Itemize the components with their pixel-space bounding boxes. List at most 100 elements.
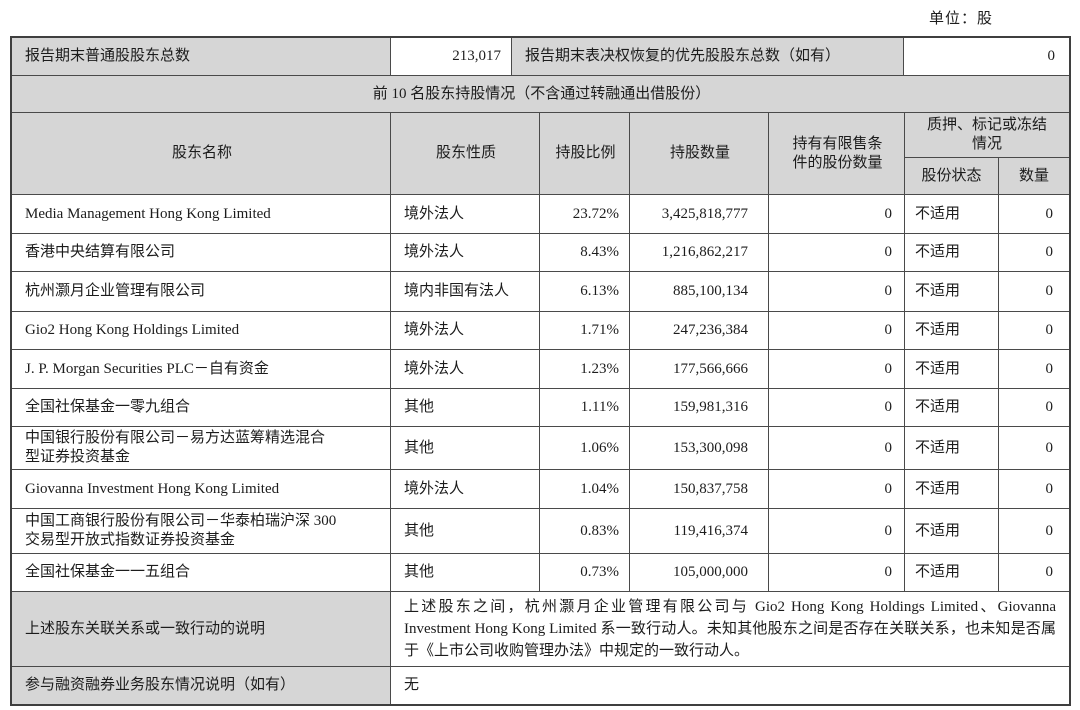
shareholder-name-cell: 中国银行股份有限公司－易方达蓝筹精选混合 型证券投资基金 [12, 427, 391, 469]
col-header-name: 股东名称 [12, 113, 391, 194]
col-header-pledge-qty: 数量 [1018, 167, 1049, 184]
shareholder-ratio-cell: 6.13% [540, 272, 630, 311]
pledge-subheader-row: 股份状态 数量 [905, 158, 1069, 194]
table-row: 杭州灏月企业管理有限公司 境内非国有法人 6.13% 885,100,134 0… [12, 272, 1069, 312]
shareholder-qty-cell: 0 [1045, 564, 1054, 580]
shareholder-shares-cell: 247,236,384 [630, 312, 769, 349]
shareholder-qty-cell: 0 [1045, 522, 1054, 539]
shareholder-restricted-cell: 0 [769, 427, 905, 469]
shareholder-nature-cell: 其他 [391, 389, 540, 426]
shareholder-restricted-cell: 0 [769, 195, 905, 233]
shareholder-ratio-cell: 0.83% [540, 509, 630, 553]
shareholder-ratio-cell: 1.23% [540, 350, 630, 388]
shareholder-qty-cell: 0 [1045, 480, 1054, 497]
shareholder-nature-cell: 境外法人 [391, 350, 540, 388]
shareholder-name-cell: Gio2 Hong Kong Holdings Limited [12, 312, 391, 349]
shareholder-nature-cell: 其他 [391, 554, 540, 591]
table-row: 全国社保基金一一五组合 其他 0.73% 105,000,000 0 不适用 0 [12, 554, 1069, 592]
shareholder-restricted-cell: 0 [769, 350, 905, 388]
shareholder-nature-cell: 其他 [391, 509, 540, 553]
shareholder-name-cell: Media Management Hong Kong Limited [12, 195, 391, 233]
shareholder-name-cell: 香港中央结算有限公司 [12, 234, 391, 271]
shareholder-nature-cell: 境外法人 [391, 195, 540, 233]
pledge-group-title: 质押、标记或冻结 情况 [905, 113, 1069, 158]
shareholder-ratio-cell: 23.72% [540, 195, 630, 233]
shareholder-name-cell: 杭州灏月企业管理有限公司 [12, 272, 391, 311]
shareholder-restricted-cell: 0 [769, 554, 905, 591]
shareholder-status-cell: 不适用 [905, 389, 999, 426]
shareholder-shares-cell: 3,425,818,777 [630, 195, 769, 233]
shareholder-ratio-cell: 1.71% [540, 312, 630, 349]
col-header-pledge-group: 质押、标记或冻结 情况 股份状态 数量 [905, 113, 1069, 194]
shareholder-status-cell: 不适用 [905, 470, 999, 508]
table-row: 香港中央结算有限公司 境外法人 8.43% 1,216,862,217 0 不适… [12, 234, 1069, 272]
margin-note-text: 无 [404, 677, 420, 693]
shareholder-ratio-cell: 8.43% [540, 234, 630, 271]
margin-note-label: 参与融资融券业务股东情况说明（如有） [12, 667, 391, 704]
shareholder-restricted-cell: 0 [769, 470, 905, 508]
table-row: 中国银行股份有限公司－易方达蓝筹精选混合 型证券投资基金 其他 1.06% 15… [12, 427, 1069, 470]
shareholder-nature-cell: 境外法人 [391, 312, 540, 349]
shareholder-name-cell: 中国工商银行股份有限公司－华泰柏瑞沪深 300 交易型开放式指数证券投资基金 [12, 509, 391, 553]
shareholder-status-cell: 不适用 [905, 234, 999, 271]
shareholder-nature-cell: 境外法人 [391, 234, 540, 271]
col-header-ratio: 持股比例 [540, 113, 630, 194]
top10-banner: 前 10 名股东持股情况（不含通过转融通出借股份） [12, 76, 1069, 112]
relation-note-label: 上述股东关联关系或一致行动的说明 [12, 592, 391, 666]
shareholder-nature-cell: 其他 [391, 427, 540, 469]
banner-row: 前 10 名股东持股情况（不含通过转融通出借股份） [12, 76, 1069, 113]
relation-note-text: 上述股东之间，杭州灏月企业管理有限公司与 Gio2 Hong Kong Hold… [404, 599, 1056, 659]
common-shareholders-value: 213,017 [391, 38, 512, 75]
shareholder-restricted-cell: 0 [769, 234, 905, 271]
shareholder-restricted-cell: 0 [769, 509, 905, 553]
shareholder-nature-cell: 境外法人 [391, 470, 540, 508]
shareholder-nature-cell: 境内非国有法人 [391, 272, 540, 311]
shareholder-status-cell: 不适用 [905, 312, 999, 349]
shareholder-ratio-cell: 0.73% [540, 554, 630, 591]
shareholder-qty-cell: 0 [1045, 439, 1054, 456]
shareholder-status-cell: 不适用 [905, 427, 999, 469]
shareholder-ratio-cell: 1.11% [540, 389, 630, 426]
table-row: 中国工商银行股份有限公司－华泰柏瑞沪深 300 交易型开放式指数证券投资基金 其… [12, 509, 1069, 554]
shareholder-table: 报告期末普通股股东总数 213,017 报告期末表决权恢复的优先股股东总数（如有… [10, 36, 1071, 706]
shareholder-status-cell: 不适用 [905, 195, 999, 233]
shareholder-shares-cell: 177,566,666 [630, 350, 769, 388]
summary-row: 报告期末普通股股东总数 213,017 报告期末表决权恢复的优先股股东总数（如有… [12, 38, 1069, 76]
table-row: Gio2 Hong Kong Holdings Limited 境外法人 1.7… [12, 312, 1069, 350]
shareholder-shares-cell: 153,300,098 [630, 427, 769, 469]
preferred-shareholders-label: 报告期末表决权恢复的优先股股东总数（如有） [512, 38, 904, 75]
shareholder-qty-cell: 0 [1045, 244, 1054, 260]
common-shareholders-label: 报告期末普通股股东总数 [12, 38, 391, 75]
table-row: 全国社保基金一零九组合 其他 1.11% 159,981,316 0 不适用 0 [12, 389, 1069, 427]
shareholder-qty-cell: 0 [1045, 399, 1054, 415]
table-row: Giovanna Investment Hong Kong Limited 境外… [12, 470, 1069, 509]
col-header-restricted: 持有有限售条 件的股份数量 [769, 113, 905, 194]
header-row: 股东名称 股东性质 持股比例 持股数量 持有有限售条 件的股份数量 质押、标记或… [12, 113, 1069, 195]
shareholder-shares-cell: 150,837,758 [630, 470, 769, 508]
table-row: J. P. Morgan Securities PLC－自有资金 境外法人 1.… [12, 350, 1069, 389]
unit-label: 单位：股 [928, 11, 993, 27]
shareholder-name-cell: J. P. Morgan Securities PLC－自有资金 [12, 350, 391, 388]
shareholder-ratio-cell: 1.06% [540, 427, 630, 469]
relation-note-row: 上述股东关联关系或一致行动的说明 上述股东之间，杭州灏月企业管理有限公司与 Gi… [12, 592, 1069, 667]
table-row: Media Management Hong Kong Limited 境外法人 … [12, 195, 1069, 234]
shareholder-status-cell: 不适用 [905, 554, 999, 591]
shareholder-qty-cell: 0 [1045, 283, 1054, 299]
shareholder-shares-cell: 1,216,862,217 [630, 234, 769, 271]
shareholder-shares-cell: 885,100,134 [630, 272, 769, 311]
shareholder-status-cell: 不适用 [905, 350, 999, 388]
col-header-shares: 持股数量 [630, 113, 769, 194]
shareholder-shares-cell: 159,981,316 [630, 389, 769, 426]
shareholder-qty-cell: 0 [1045, 322, 1054, 338]
shareholder-restricted-cell: 0 [769, 272, 905, 311]
shareholder-name-cell: Giovanna Investment Hong Kong Limited [12, 470, 391, 508]
shareholder-name-cell: 全国社保基金一零九组合 [12, 389, 391, 426]
shareholder-qty-cell: 0 [1045, 205, 1054, 222]
shareholder-ratio-cell: 1.04% [540, 470, 630, 508]
preferred-shareholders-value: 0 [1047, 48, 1056, 64]
shareholder-name-cell: 全国社保基金一一五组合 [12, 554, 391, 591]
shareholder-qty-cell: 0 [1045, 360, 1054, 377]
shareholder-shares-cell: 105,000,000 [630, 554, 769, 591]
shareholder-shares-cell: 119,416,374 [630, 509, 769, 553]
